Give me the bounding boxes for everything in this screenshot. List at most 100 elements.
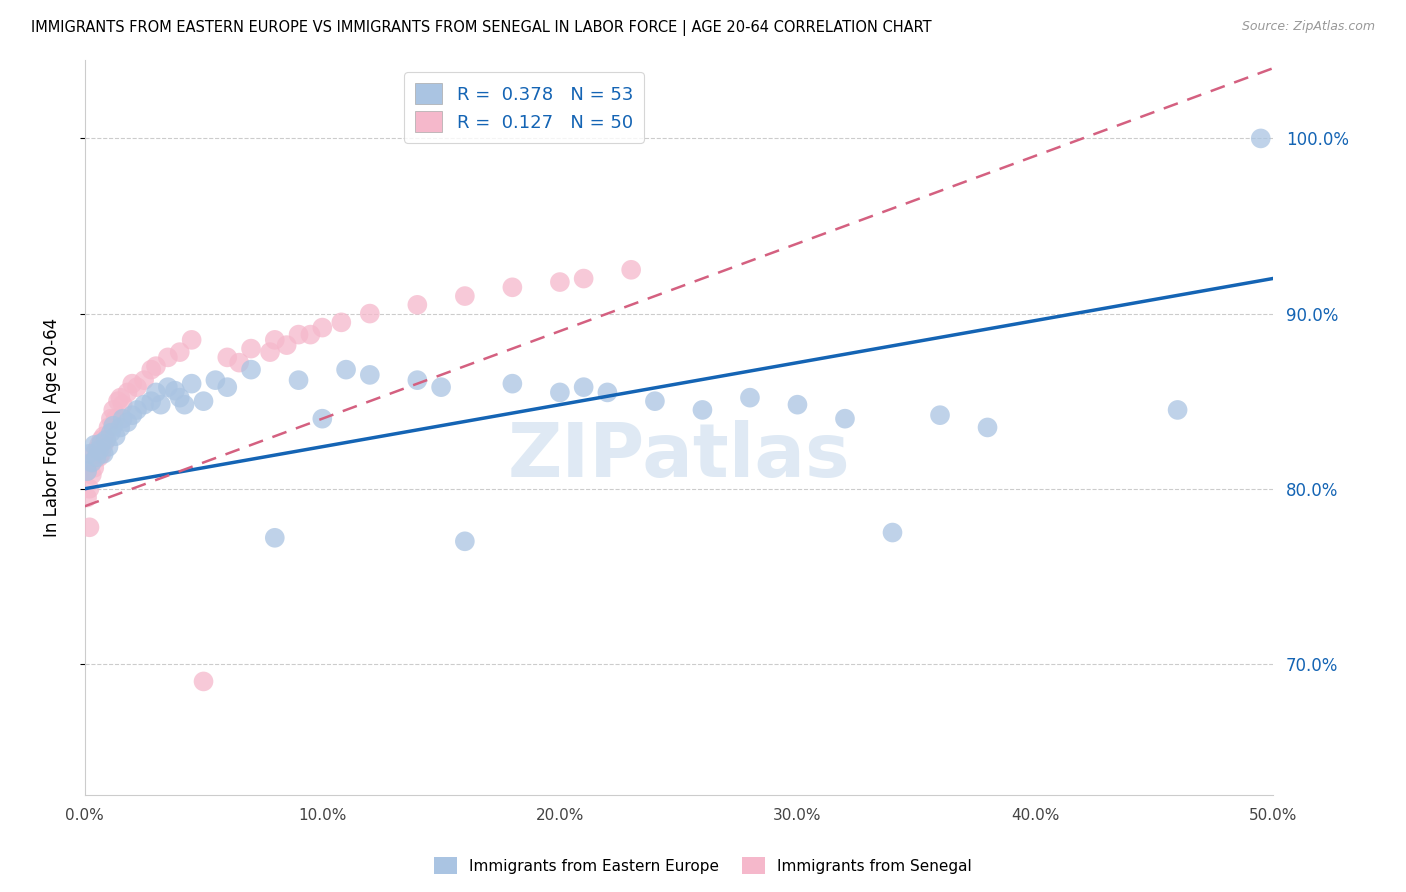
Point (80, 467, 103, 482)
Text: ZIPatlas: ZIPatlas (508, 420, 851, 493)
Point (125, 403, 148, 417)
Point (117, 415, 139, 429)
Point (263, 333, 285, 347)
Point (111, 411, 134, 425)
Point (111, 398, 134, 412)
Point (311, 411, 333, 425)
Point (454, 289, 477, 303)
Point (834, 411, 856, 425)
Point (104, 429, 127, 443)
Point (86, 443, 108, 458)
Point (107, 394, 129, 409)
Point (240, 342, 263, 356)
Point (406, 298, 429, 312)
Point (93, 429, 115, 443)
Point (501, 376, 523, 391)
Point (406, 373, 429, 387)
Point (180, 376, 202, 391)
Point (929, 408, 952, 422)
Point (100, 411, 122, 425)
Point (287, 373, 309, 387)
Point (156, 380, 179, 394)
Point (263, 531, 285, 545)
Point (80, 455, 103, 469)
Point (596, 385, 619, 400)
Point (117, 385, 139, 400)
Point (83, 447, 105, 461)
Point (110, 420, 132, 434)
Point (692, 403, 714, 417)
Point (134, 398, 156, 412)
Point (97, 440, 120, 454)
Point (180, 333, 202, 347)
Point (90, 436, 112, 450)
Point (94, 433, 117, 447)
Point (620, 262, 643, 277)
Point (548, 385, 571, 400)
Y-axis label: In Labor Force | Age 20-64: In Labor Force | Age 20-64 (44, 318, 60, 537)
Point (738, 391, 761, 405)
Point (786, 398, 808, 412)
Point (94, 433, 117, 447)
Point (121, 408, 143, 422)
Point (572, 271, 595, 285)
Point (276, 338, 298, 352)
Point (149, 398, 172, 412)
Point (299, 327, 322, 342)
Point (454, 534, 477, 549)
Text: IMMIGRANTS FROM EASTERN EUROPE VS IMMIGRANTS FROM SENEGAL IN LABOR FORCE | AGE 2: IMMIGRANTS FROM EASTERN EUROPE VS IMMIGR… (31, 20, 932, 36)
Point (882, 525, 904, 540)
Point (76, 464, 98, 478)
Point (501, 280, 523, 294)
Point (104, 411, 127, 425)
Point (359, 368, 381, 382)
Point (103, 403, 125, 417)
Point (87, 443, 110, 458)
Point (79, 520, 101, 534)
Legend: R =  0.378   N = 53, R =  0.127   N = 50: R = 0.378 N = 53, R = 0.127 N = 50 (405, 72, 644, 143)
Point (80, 455, 103, 469)
Point (1250, 131, 1272, 145)
Point (125, 380, 148, 394)
Point (79, 482, 101, 496)
Point (93, 438, 115, 452)
Point (311, 320, 333, 334)
Point (93, 447, 115, 461)
Legend: Immigrants from Eastern Europe, Immigrants from Senegal: Immigrants from Eastern Europe, Immigran… (427, 851, 979, 880)
Point (83, 460, 105, 475)
Point (169, 345, 191, 359)
Point (134, 373, 156, 387)
Point (359, 307, 381, 321)
Point (335, 362, 357, 376)
Point (83, 438, 105, 452)
Point (259, 345, 281, 359)
Point (193, 394, 215, 409)
Point (156, 351, 179, 365)
Point (976, 420, 998, 434)
Point (141, 394, 163, 409)
Point (76, 464, 98, 478)
Point (173, 398, 195, 412)
Point (1167, 403, 1189, 417)
Point (141, 362, 163, 376)
Point (169, 391, 191, 405)
Point (76, 491, 98, 505)
Point (121, 376, 143, 391)
Point (110, 391, 132, 405)
Point (430, 380, 453, 394)
Point (240, 362, 263, 376)
Text: Source: ZipAtlas.com: Source: ZipAtlas.com (1241, 20, 1375, 33)
Point (572, 380, 595, 394)
Point (217, 380, 239, 394)
Point (86, 450, 108, 465)
Point (204, 373, 226, 387)
Point (90, 433, 112, 447)
Point (228, 356, 250, 370)
Point (145, 385, 167, 400)
Point (90, 447, 112, 461)
Point (87, 450, 110, 465)
Point (97, 420, 120, 434)
Point (193, 674, 215, 689)
Point (100, 425, 122, 440)
Point (217, 351, 239, 365)
